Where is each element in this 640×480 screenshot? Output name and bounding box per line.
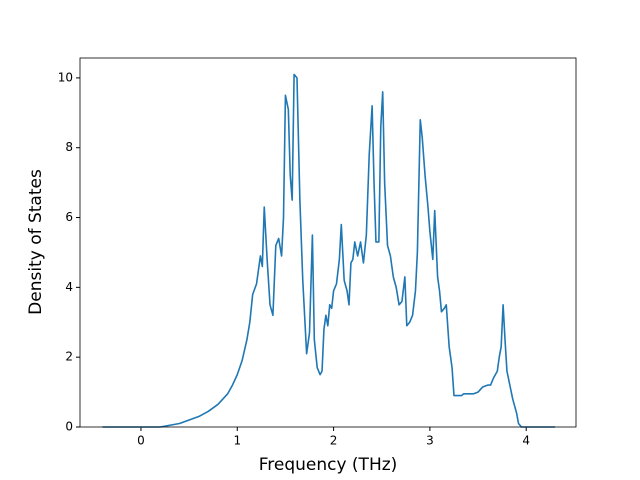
y-tick-label: 0 [65, 420, 73, 434]
x-tick-label: 0 [137, 434, 145, 448]
x-tick-label: 1 [233, 434, 241, 448]
x-tick-label: 4 [522, 434, 530, 448]
y-tick-label: 4 [65, 280, 73, 294]
x-tick-label: 2 [330, 434, 338, 448]
plot-frame [79, 57, 577, 428]
x-axis-label: Frequency (THz) [259, 455, 398, 475]
y-axis-label: Density of States [26, 169, 46, 315]
y-tick-label: 8 [65, 140, 73, 154]
y-tick-label: 10 [58, 70, 73, 84]
x-tick-label: 3 [426, 434, 434, 448]
y-tick-label: 6 [65, 210, 73, 224]
y-tick-label: 2 [65, 350, 73, 364]
data-line [102, 73, 556, 428]
